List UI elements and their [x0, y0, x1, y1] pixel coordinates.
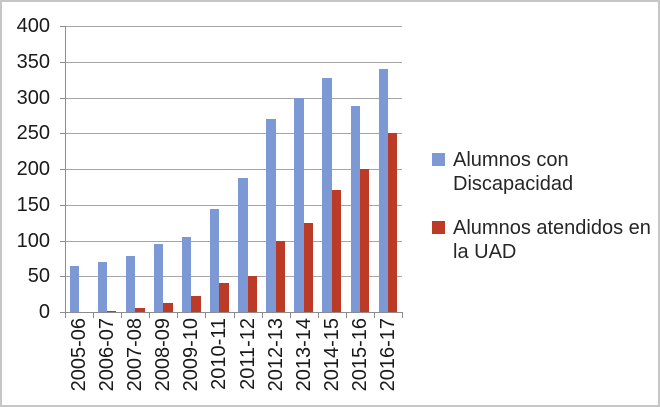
- x-tick: [261, 313, 263, 318]
- legend: Alumnos con Discapacidad Alumnos atendid…: [432, 148, 658, 284]
- bar-atendidos-uad-2015-16: [359, 169, 370, 312]
- bar-con-discapacidad-2015-16: [350, 106, 360, 312]
- bar-atendidos-uad-2013-14: [303, 222, 313, 312]
- bar-con-discapacidad-2008-09: [153, 244, 164, 312]
- bar-atendidos-uad-2010-11: [219, 283, 229, 312]
- x-tick: [233, 313, 235, 318]
- x-axis-line: [65, 312, 403, 313]
- bar-con-discapacidad-2011-12: [238, 178, 248, 312]
- bar-atendidos-uad-2016-17: [387, 133, 398, 312]
- gridline: [65, 204, 402, 206]
- x-tick: [289, 313, 291, 318]
- x-tick: [121, 313, 123, 318]
- legend-label: Alumnos con Discapacidad: [453, 149, 574, 195]
- legend-swatch-blue: [432, 153, 445, 166]
- gridline: [65, 133, 402, 135]
- y-tick: [60, 276, 65, 278]
- bar-atendidos-uad-2011-12: [247, 275, 257, 312]
- bar-con-discapacidad-2010-11: [210, 209, 220, 312]
- y-tick: [60, 204, 65, 206]
- x-tick: [373, 313, 375, 318]
- y-tick-label: 150: [16, 193, 50, 216]
- y-tick-label: 0: [38, 301, 50, 323]
- x-category-label: 2013-14: [292, 318, 315, 392]
- plot-area: [60, 26, 403, 318]
- x-tick: [177, 313, 179, 318]
- y-axis-line: [65, 26, 66, 313]
- y-tick-label: 250: [16, 122, 50, 145]
- x-category-label: 2016-17: [376, 318, 399, 392]
- bar-atendidos-uad-2007-08: [135, 307, 145, 312]
- y-tick-label: 200: [16, 158, 50, 180]
- gridline: [65, 97, 402, 99]
- y-tick: [60, 240, 65, 242]
- y-tick: [60, 312, 65, 313]
- x-tick: [317, 313, 319, 318]
- y-tick-label: 100: [16, 229, 50, 252]
- x-category-label: 2005-06: [68, 318, 91, 392]
- bar-con-discapacidad-2009-10: [182, 236, 192, 312]
- legend-entry-alumnos-atendidos-uad: Alumnos atendidos en la UAD: [432, 216, 658, 264]
- y-tick: [60, 61, 65, 63]
- bar-atendidos-uad-2006-07: [107, 310, 117, 312]
- x-tick: [65, 313, 66, 318]
- bar-con-discapacidad-2012-13: [266, 118, 276, 312]
- x-category-label: 2009-10: [180, 318, 203, 392]
- x-category-label: 2008-09: [152, 318, 175, 392]
- gridline: [65, 276, 402, 278]
- gridline: [65, 61, 402, 63]
- bar-con-discapacidad-2014-15: [322, 78, 332, 312]
- y-tick: [60, 169, 65, 170]
- y-tick-label: 50: [27, 265, 50, 288]
- bar-con-discapacidad-2006-07: [97, 261, 108, 312]
- x-category-label: 2015-16: [348, 318, 371, 392]
- y-tick-label: 350: [16, 50, 50, 73]
- bar-con-discapacidad-2013-14: [294, 97, 304, 312]
- gridline: [65, 169, 402, 170]
- y-tick: [60, 133, 65, 135]
- bar-con-discapacidad-2016-17: [378, 68, 388, 312]
- bar-atendidos-uad-2009-10: [191, 295, 201, 312]
- x-category-label: 2011-12: [236, 318, 259, 390]
- y-tick-label: 400: [16, 15, 50, 37]
- x-tick: [205, 313, 207, 318]
- bar-con-discapacidad-2007-08: [125, 256, 136, 312]
- x-tick: [345, 313, 347, 318]
- legend-entry-alumnos-con-discapacidad: Alumnos con Discapacidad: [432, 148, 658, 196]
- x-tick: [402, 313, 403, 318]
- gridline: [65, 26, 402, 27]
- y-tick-label: 300: [16, 86, 50, 109]
- y-tick: [60, 97, 65, 99]
- y-tick: [60, 26, 65, 27]
- bar-atendidos-uad-2014-15: [331, 190, 342, 312]
- x-tick: [93, 313, 95, 318]
- bar-atendidos-uad-2008-09: [163, 303, 173, 312]
- bar-atendidos-uad-2012-13: [275, 240, 285, 312]
- x-tick: [149, 313, 151, 318]
- x-category-label: 2006-07: [96, 318, 119, 392]
- x-category-label: 2012-13: [264, 318, 287, 392]
- x-category-label: 2014-15: [320, 318, 343, 392]
- gridline: [65, 240, 402, 242]
- x-category-label: 2007-08: [124, 318, 147, 392]
- legend-label: Alumnos atendidos en la UAD: [453, 217, 651, 263]
- x-category-label: 2010-11: [208, 318, 231, 390]
- legend-swatch-red: [432, 221, 445, 234]
- bar-con-discapacidad-2005-06: [69, 265, 80, 312]
